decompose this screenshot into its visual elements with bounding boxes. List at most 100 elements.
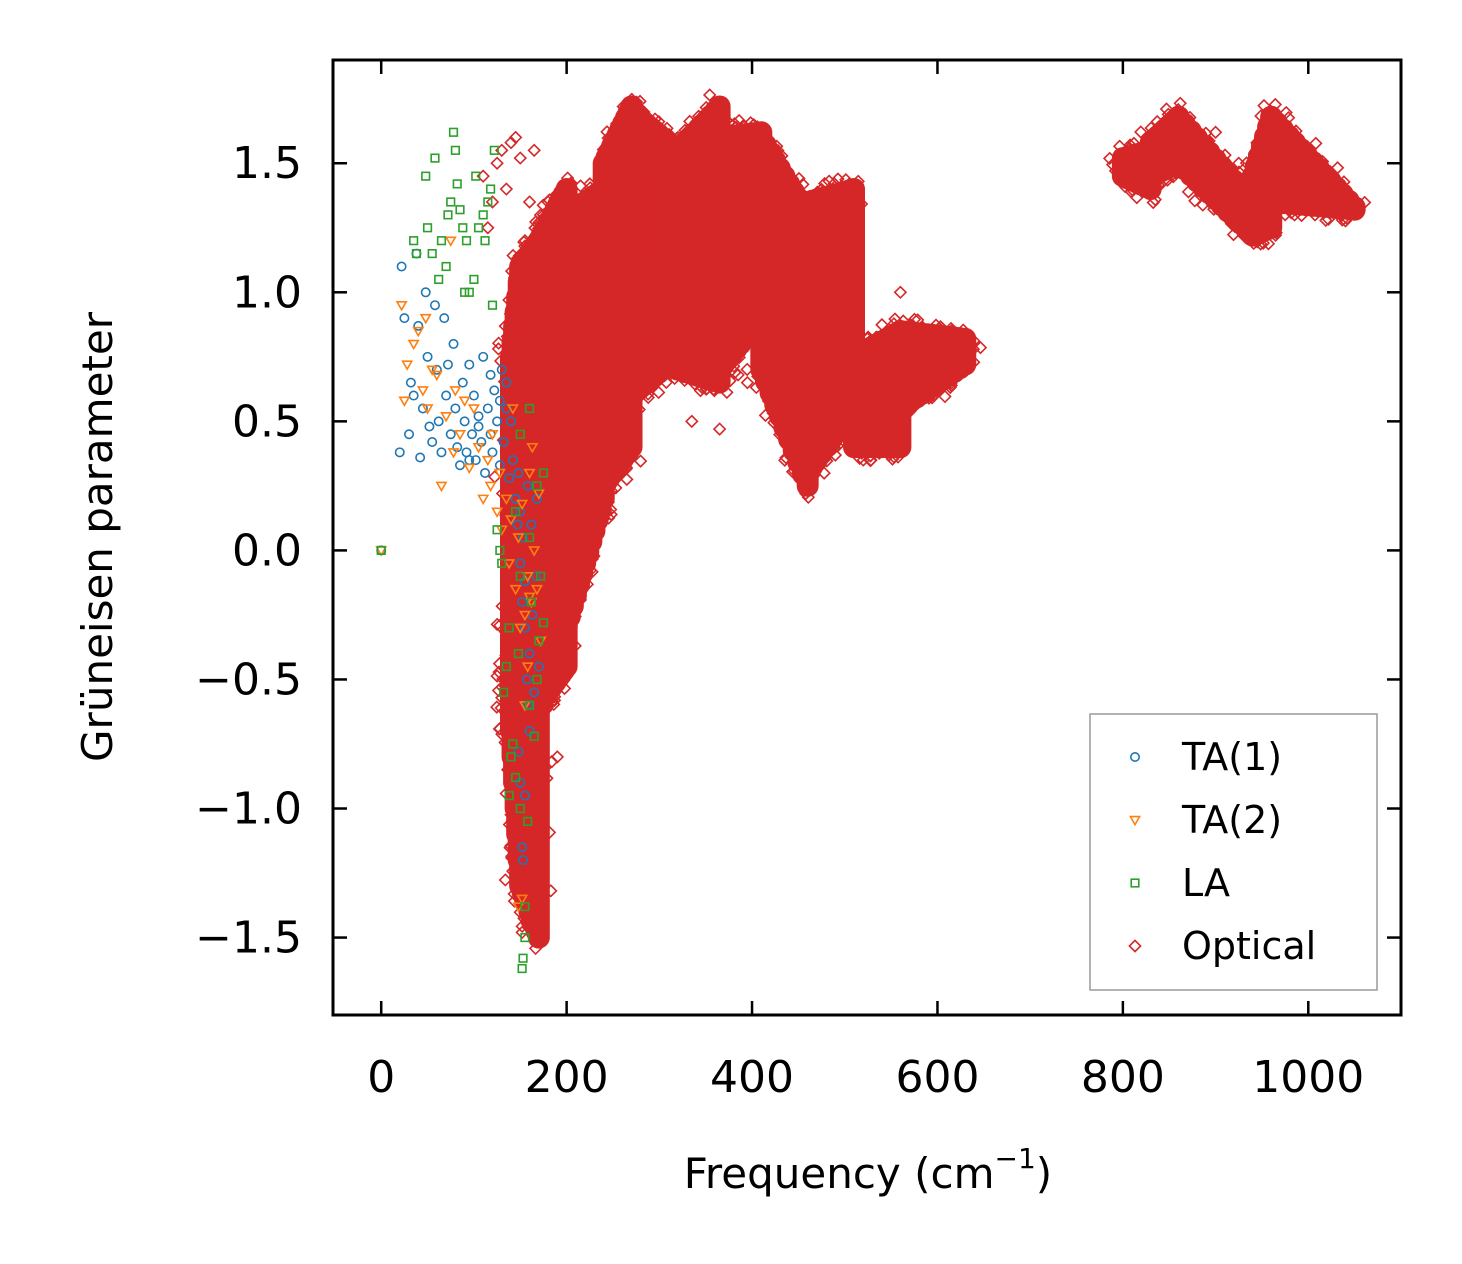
la-data-point — [469, 274, 479, 284]
optical-data-point — [652, 124, 667, 139]
optical-data-point — [588, 524, 602, 538]
optical-data-point — [622, 395, 636, 409]
x-axis-label-main: Frequency (cm — [684, 1149, 995, 1198]
optical-data-point — [626, 178, 640, 192]
legend-marker-la — [1130, 878, 1140, 888]
optical-data-point — [529, 241, 543, 256]
ta-1-data-point — [413, 320, 424, 331]
optical-data-point — [751, 355, 765, 369]
optical-data-point — [640, 116, 655, 131]
optical-data-point — [550, 678, 564, 692]
optical-data-point — [540, 517, 554, 532]
optical-data-point — [573, 195, 588, 209]
la-data-point — [511, 507, 521, 517]
la-data-point — [536, 571, 546, 581]
ta-1-data-point — [521, 674, 532, 685]
optical-data-point — [1252, 140, 1266, 155]
la-data-point — [450, 145, 460, 155]
optical-data-point — [893, 285, 908, 300]
ta-2-data-point — [521, 572, 534, 583]
optical-data-point — [546, 392, 561, 406]
optical-data-point — [1301, 199, 1316, 213]
optical-data-point — [872, 391, 887, 406]
ta-1-data-point — [507, 455, 518, 466]
optical-data-point — [822, 232, 837, 247]
optical-data-point — [528, 941, 543, 956]
optical-data-point — [499, 603, 513, 617]
ta-2-data-point — [493, 468, 506, 480]
x-tick-label: 0 — [367, 1052, 395, 1103]
ta-1-data-point — [396, 261, 407, 272]
optical-data-point — [779, 302, 793, 317]
optical-data-point — [611, 292, 626, 306]
optical-data-point — [527, 814, 541, 829]
optical-data-point — [840, 330, 854, 345]
ta-1-data-point — [422, 351, 433, 362]
ta-1-data-point — [408, 390, 419, 401]
optical-data-point — [881, 436, 896, 450]
optical-data-point — [851, 174, 865, 189]
ta-1-data-point — [515, 506, 526, 517]
ta-2-data-point — [430, 370, 443, 382]
x-tick-label: 600 — [895, 1052, 979, 1103]
ta-2-data-point — [516, 894, 529, 906]
optical-data-point — [817, 466, 831, 480]
ta-1-data-point — [445, 429, 456, 440]
ta-1-data-point — [515, 558, 526, 569]
la-data-point — [446, 197, 456, 207]
optical-data-point — [796, 204, 811, 219]
optical-data-point — [507, 850, 521, 864]
optical-data-point — [511, 398, 525, 412]
optical-data-point — [490, 156, 504, 170]
ta-1-data-point — [529, 687, 540, 698]
ta-1-data-point — [505, 416, 516, 427]
la-data-point — [532, 674, 542, 685]
optical-data-point — [536, 208, 551, 222]
ta-1-data-point — [494, 395, 505, 406]
optical-data-point — [562, 443, 577, 457]
la-data-point — [504, 791, 514, 801]
optical-data-point — [518, 316, 532, 330]
ta-1-data-point — [442, 359, 453, 370]
optical-data-point — [608, 228, 622, 243]
optical-data-point — [722, 350, 736, 364]
optical-data-point — [859, 353, 874, 367]
optical-data-point — [886, 408, 900, 423]
optical-data-point — [584, 404, 599, 419]
ta-1-data-point — [473, 411, 484, 422]
la-data-point — [421, 171, 431, 181]
optical-data-point — [1115, 150, 1129, 165]
optical-data-point — [925, 391, 939, 405]
optical-data-point — [1220, 156, 1234, 171]
series-ta-2- — [375, 236, 547, 913]
y-tick-label: −1.5 — [195, 913, 302, 964]
optical-data-point — [485, 195, 500, 209]
optical-data-point — [801, 244, 815, 258]
ta-1-data-point — [399, 313, 410, 324]
optical-data-point — [509, 804, 523, 818]
optical-data-point — [547, 416, 562, 430]
optical-data-point — [1112, 139, 1127, 153]
axis-ticks-layer: 0 200 400 600 800 1000 −1.5 −1.0 −0.5 0.0 0.5 1.0 1.… — [195, 60, 1401, 1103]
optical-data-point — [680, 129, 694, 144]
x-tick-label: 800 — [1081, 1052, 1165, 1103]
ta-2-data-point — [454, 430, 466, 441]
la-data-point — [473, 223, 484, 233]
la-data-point — [526, 597, 536, 607]
optical-data-point — [828, 427, 842, 442]
optical-data-point — [512, 583, 526, 597]
optical-data-point — [600, 426, 615, 440]
optical-data-point — [712, 422, 727, 436]
optical-data-point — [743, 116, 758, 130]
optical-data-point — [498, 319, 513, 333]
optical-data-point — [668, 340, 683, 355]
la-data-point — [422, 223, 433, 233]
optical-data-point — [1261, 237, 1276, 251]
optical-data-point — [591, 235, 605, 250]
optical-data-point — [513, 397, 528, 412]
ta-2-data-point — [463, 463, 476, 475]
optical-data-point — [785, 465, 800, 479]
optical-data-point — [720, 204, 735, 219]
optical-data-point — [856, 453, 871, 467]
optical-data-point — [640, 257, 654, 271]
